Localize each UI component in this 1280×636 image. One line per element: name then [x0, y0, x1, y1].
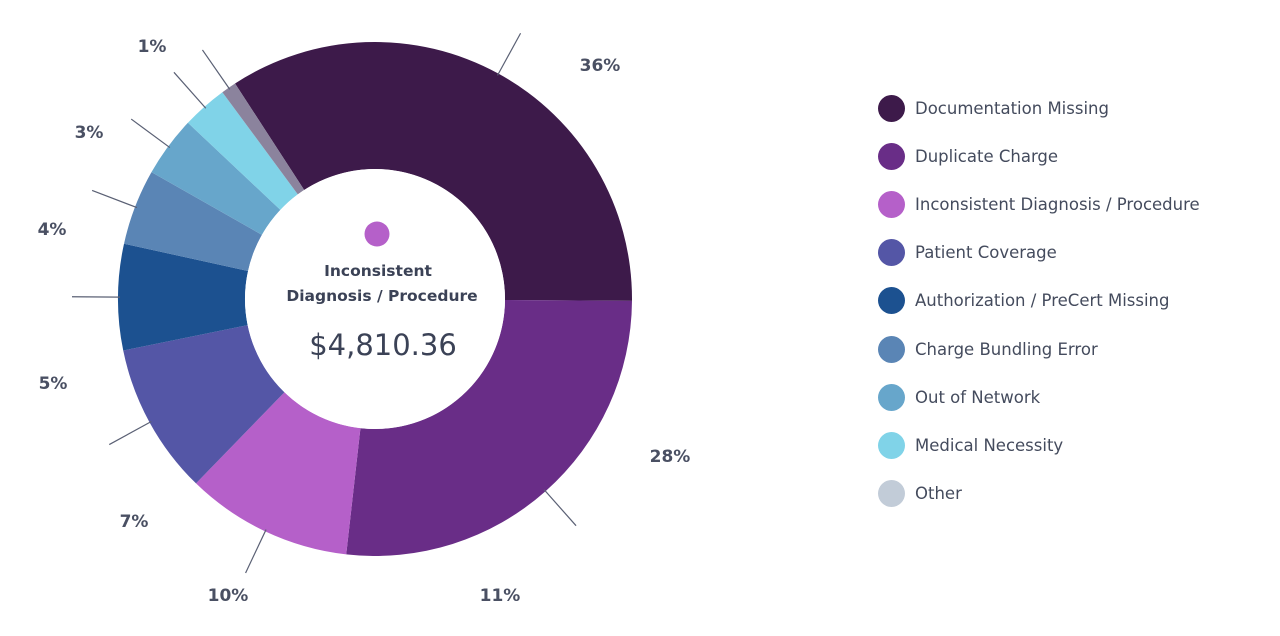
legend-item-duplicate-charge[interactable]: Duplicate Charge — [878, 132, 1268, 180]
slice-charge-bundling-error[interactable] — [124, 172, 262, 272]
legend-swatch — [878, 239, 905, 267]
slice-medical-necessity[interactable] — [187, 92, 298, 210]
legend-label: Other — [915, 484, 962, 504]
legend-label: Charge Bundling Error — [915, 339, 1098, 359]
leader-line-charge-bundling-error — [91, 189, 138, 209]
legend-swatch — [878, 480, 905, 508]
legend-item-patient-coverage[interactable]: Patient Coverage — [878, 229, 1268, 277]
donut-slices — [117, 42, 632, 556]
legend-item-authorization-precert-missing[interactable]: Authorization / PreCert Missing — [878, 277, 1268, 325]
slice-out-of-network[interactable] — [151, 122, 281, 235]
leader-line-documentation-missing — [496, 32, 522, 76]
leader-line-other — [201, 49, 231, 90]
leader-line-duplicate-charge — [543, 489, 577, 527]
legend-swatch — [878, 94, 905, 122]
percent-label-charge-bundling: 5% — [39, 374, 68, 394]
legend-item-charge-bundling-error[interactable]: Charge Bundling Error — [878, 325, 1268, 373]
percent-label-medical-necessity: 3% — [75, 123, 104, 143]
legend-swatch — [878, 383, 905, 411]
leader-line-patient-coverage — [108, 420, 152, 446]
percent-label-out-of-network: 4% — [38, 220, 67, 240]
percent-label-inconsistent-diagnosis: 11% — [480, 586, 521, 606]
percent-label-duplicate-charge: 28% — [650, 447, 691, 467]
legend-item-inconsistent-diagnosis-procedure[interactable]: Inconsistent Diagnosis / Procedure — [878, 180, 1268, 228]
legend-label: Out of Network — [915, 387, 1041, 407]
slice-inconsistent-diagnosis-procedure[interactable] — [196, 392, 361, 555]
center-value: $4,810.36 — [309, 328, 457, 362]
legend-label: Patient Coverage — [915, 243, 1057, 263]
center-title-line-2: Diagnosis / Procedure — [286, 287, 477, 305]
legend-label: Medical Necessity — [915, 435, 1064, 455]
leader-line-medical-necessity — [173, 71, 207, 109]
percent-label-other: 1% — [138, 37, 167, 57]
label-leader-lines — [72, 32, 577, 574]
percent-label-patient-coverage: 10% — [208, 586, 249, 606]
center-title-line-1: Inconsistent — [324, 262, 432, 280]
percent-label-documentation-missing: 36% — [580, 56, 621, 76]
legend-swatch — [878, 287, 905, 315]
legend-label: Authorization / PreCert Missing — [915, 291, 1170, 311]
donut-chart: 36% 28% 11% 10% 7% 5% 4% 3% 1% Inconsist… — [38, 32, 691, 606]
legend-swatch — [878, 335, 905, 363]
legend-swatch — [878, 142, 905, 170]
slice-other[interactable] — [222, 83, 305, 195]
legend-item-documentation-missing[interactable]: Documentation Missing — [878, 84, 1268, 132]
slice-patient-coverage[interactable] — [123, 325, 285, 484]
leader-line-out-of-network — [130, 118, 171, 149]
legend-label: Duplicate Charge — [915, 146, 1059, 166]
legend-item-out-of-network[interactable]: Out of Network — [878, 373, 1268, 421]
slice-authorization-precert-missing[interactable] — [117, 243, 249, 351]
legend-label: Inconsistent Diagnosis / Procedure — [915, 194, 1200, 214]
legend-label: Documentation Missing — [915, 98, 1109, 118]
legend: Documentation Missing Duplicate Charge Inc… — [878, 84, 1268, 518]
percent-labels: 36% 28% 11% 10% 7% 5% 4% 3% 1% — [38, 37, 691, 606]
legend-swatch — [878, 431, 905, 459]
leader-line-inconsistent-diagnosis-procedure — [245, 529, 267, 574]
percent-label-authorization-missing: 7% — [120, 512, 149, 532]
donut-center: Inconsistent Diagnosis / Procedure $4,81… — [286, 221, 478, 362]
donut-hole — [245, 169, 505, 429]
legend-item-other[interactable]: Other — [878, 470, 1268, 518]
slice-documentation-missing[interactable] — [235, 42, 632, 301]
legend-item-medical-necessity[interactable]: Medical Necessity — [878, 421, 1268, 469]
center-color-dot — [364, 221, 390, 247]
legend-swatch — [878, 190, 905, 218]
slice-duplicate-charge[interactable] — [346, 299, 632, 556]
